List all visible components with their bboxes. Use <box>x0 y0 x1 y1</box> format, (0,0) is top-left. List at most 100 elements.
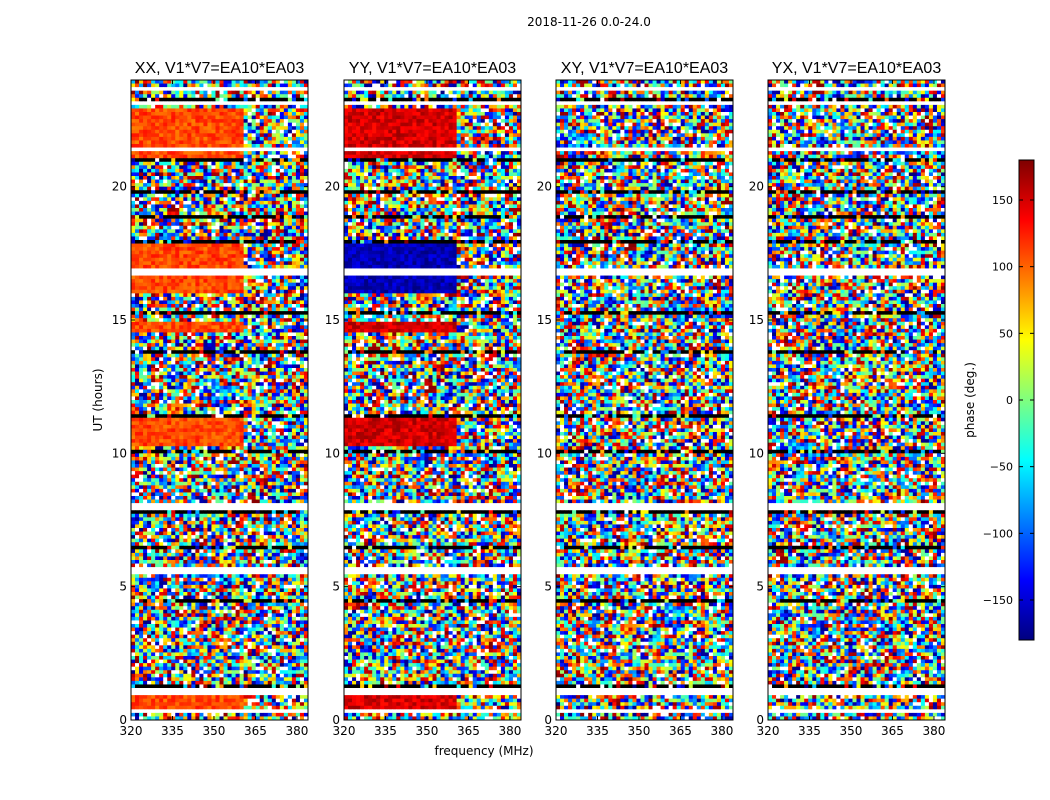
heatmap-cell <box>155 91 159 95</box>
heatmap-cell <box>280 105 284 109</box>
heatmap-cell <box>284 169 288 173</box>
heatmap-cell <box>187 94 191 98</box>
heatmap-cell <box>163 91 167 95</box>
heatmap-cell <box>296 151 300 155</box>
heatmap-cell <box>248 165 252 169</box>
heatmap-cell <box>183 151 187 155</box>
heatmap-cell <box>288 137 292 141</box>
heatmap-cell <box>244 133 248 137</box>
heatmap-cell <box>300 158 304 162</box>
heatmap-cell <box>215 169 219 173</box>
heatmap-cell <box>228 126 232 130</box>
heatmap-cell <box>268 144 272 148</box>
heatmap-cell <box>280 151 284 155</box>
heatmap-cell <box>248 98 252 102</box>
heatmap-cell <box>151 169 155 173</box>
heatmap-cell <box>284 151 288 155</box>
heatmap-cell <box>175 123 179 127</box>
heatmap-cell <box>147 137 151 141</box>
heatmap-cell <box>288 162 292 166</box>
heatmap-cell <box>300 169 304 173</box>
heatmap-cell <box>236 108 240 112</box>
heatmap-cell <box>240 169 244 173</box>
heatmap-cell <box>139 165 143 169</box>
heatmap-cell <box>171 123 175 127</box>
heatmap-cell <box>252 133 256 137</box>
heatmap-cell <box>171 162 175 166</box>
heatmap-cell <box>163 80 167 84</box>
heatmap-cell <box>236 87 240 91</box>
heatmap-cell <box>191 137 195 141</box>
heatmap-cell <box>195 155 199 159</box>
heatmap-cell <box>264 144 268 148</box>
heatmap-cell <box>272 105 276 109</box>
heatmap-cell <box>256 169 260 173</box>
heatmap-cell <box>292 112 296 116</box>
heatmap-cell <box>224 91 228 95</box>
heatmap-cell <box>179 108 183 112</box>
heatmap-cell <box>215 133 219 137</box>
heatmap-cell <box>155 101 159 105</box>
heatmap-cell <box>264 108 268 112</box>
heatmap-cell <box>296 94 300 98</box>
heatmap-cell <box>135 162 139 166</box>
heatmap-cell <box>284 162 288 166</box>
heatmap-cell <box>159 98 163 102</box>
heatmap-cell <box>195 87 199 91</box>
heatmap-cell <box>171 148 175 152</box>
heatmap-cell <box>139 169 143 173</box>
heatmap-cell <box>215 108 219 112</box>
heatmap-cell <box>256 151 260 155</box>
heatmap-cell <box>272 126 276 130</box>
heatmap-cell <box>280 155 284 159</box>
heatmap-cell <box>143 98 147 102</box>
heatmap-cell <box>224 148 228 152</box>
heatmap-cell <box>159 112 163 116</box>
heatmap-cell <box>228 105 232 109</box>
heatmap-cell <box>183 133 187 137</box>
heatmap-cell <box>296 119 300 123</box>
heatmap-cell <box>147 151 151 155</box>
heatmap-cell <box>260 108 264 112</box>
heatmap-cell <box>292 155 296 159</box>
heatmap-cell <box>183 165 187 169</box>
heatmap-cell <box>264 130 268 134</box>
heatmap-cell <box>232 119 236 123</box>
heatmap-cell <box>155 169 159 173</box>
heatmap-cell <box>272 91 276 95</box>
heatmap-cell <box>232 169 236 173</box>
heatmap-cell <box>151 158 155 162</box>
heatmap-cell <box>135 105 139 109</box>
heatmap-cell <box>131 105 135 109</box>
heatmap-cell <box>220 116 224 120</box>
heatmap-cell <box>171 133 175 137</box>
heatmap-cell <box>220 144 224 148</box>
heatmap-cell <box>236 123 240 127</box>
heatmap-cell <box>240 162 244 166</box>
heatmap-cell <box>224 133 228 137</box>
heatmap-cell <box>248 130 252 134</box>
heatmap-cell <box>139 108 143 112</box>
heatmap-cell <box>264 162 268 166</box>
heatmap-cell <box>264 133 268 137</box>
heatmap-cell <box>284 116 288 120</box>
heatmap-cell <box>244 148 248 152</box>
heatmap-cell <box>224 151 228 155</box>
heatmap-cell <box>224 108 228 112</box>
heatmap-cell <box>195 84 199 88</box>
heatmap-cell <box>220 158 224 162</box>
heatmap-cell <box>256 148 260 152</box>
heatmap-cell <box>280 91 284 95</box>
heatmap-cell <box>296 87 300 91</box>
heatmap-cell <box>232 105 236 109</box>
heatmap-cell <box>199 165 203 169</box>
heatmap-cell <box>139 101 143 105</box>
heatmap-cell <box>256 101 260 105</box>
heatmap-cell <box>276 98 280 102</box>
heatmap-cell <box>296 165 300 169</box>
heatmap-cell <box>280 84 284 88</box>
heatmap-cell <box>260 144 264 148</box>
heatmap-cell <box>175 108 179 112</box>
heatmap-cell <box>211 169 215 173</box>
heatmap-cell <box>139 87 143 91</box>
